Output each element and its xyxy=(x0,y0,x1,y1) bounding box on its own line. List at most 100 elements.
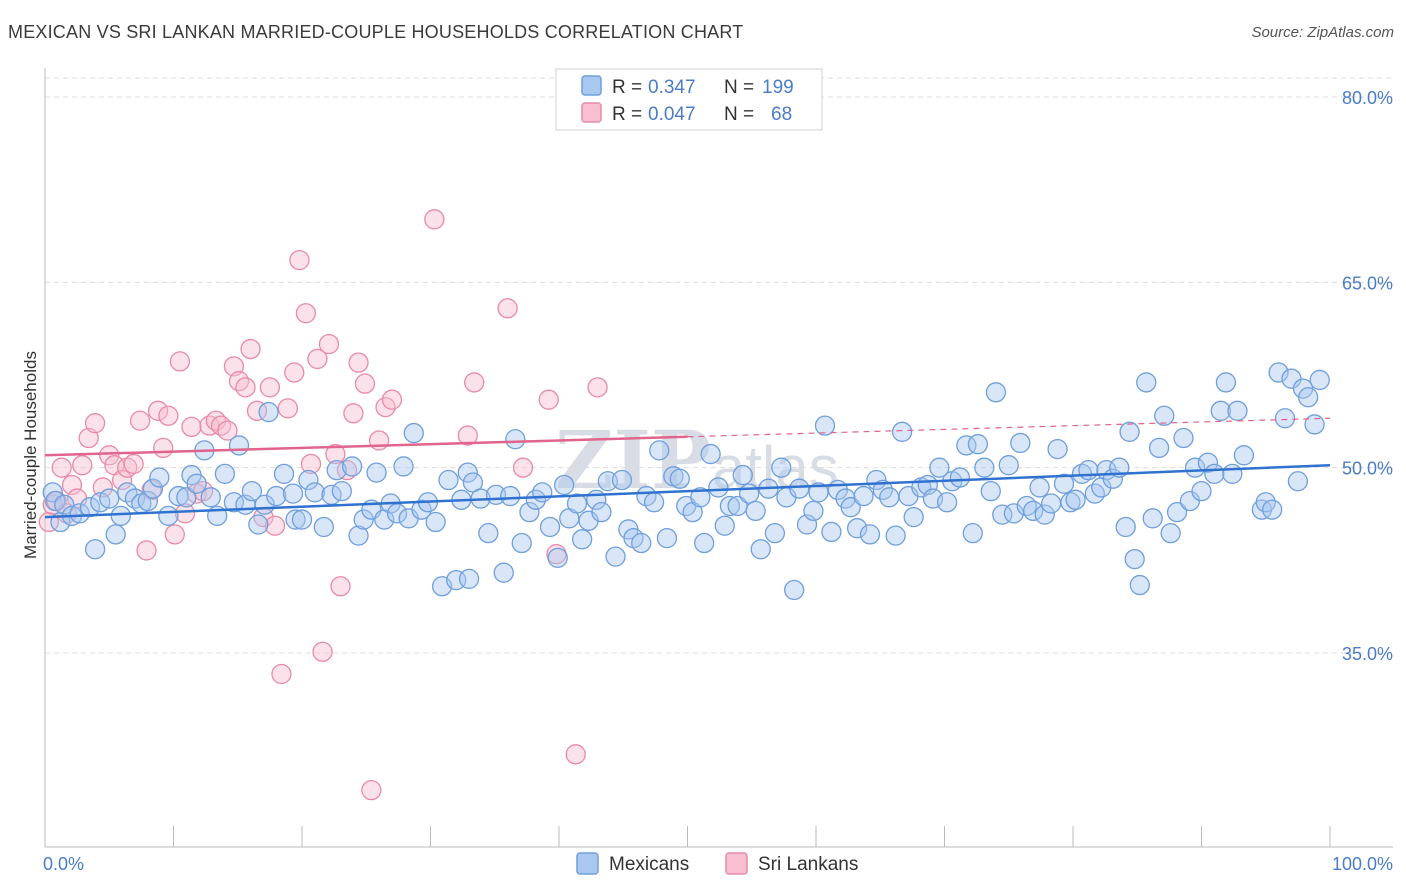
mexican-point xyxy=(425,511,446,533)
mexican-point xyxy=(1166,501,1188,523)
mexican-point xyxy=(331,480,352,502)
mexican-point xyxy=(1287,471,1309,492)
mexican-point xyxy=(719,495,741,517)
mexican-point xyxy=(571,529,593,550)
srilankan-point xyxy=(457,425,478,446)
mexican-point xyxy=(1023,500,1044,522)
mexican-point xyxy=(273,463,295,484)
legend-n-value: 68 xyxy=(771,104,792,125)
mexican-point xyxy=(478,523,499,544)
legend-r-label: R = xyxy=(612,77,642,98)
srilankan-point xyxy=(354,373,376,394)
trend-lines xyxy=(44,417,1331,519)
mexican-point xyxy=(789,478,810,499)
srilankan-point xyxy=(330,576,351,597)
srilankan-point xyxy=(361,779,382,801)
mexican-point xyxy=(784,579,805,601)
mexican-point xyxy=(929,457,950,478)
mexican-point xyxy=(1029,477,1050,498)
bottom-legend-srilankans: Sri Lankans xyxy=(758,854,858,875)
mexican-point xyxy=(611,469,633,491)
mexican-point xyxy=(803,500,824,522)
mexican-point xyxy=(1222,463,1243,484)
mexican-point xyxy=(605,546,626,567)
mexican-point xyxy=(891,421,913,442)
legend-r-value: 0.347 xyxy=(648,77,696,98)
mexican-point xyxy=(457,462,478,483)
mexican-point xyxy=(511,532,532,554)
mexican-point xyxy=(186,473,207,494)
mexican-point xyxy=(750,539,771,560)
mexican-point xyxy=(1309,369,1330,391)
mexicans-points xyxy=(42,362,1330,601)
legend-r-label: R = xyxy=(612,104,642,125)
mexican-point xyxy=(708,477,729,498)
mexican-point xyxy=(591,501,612,523)
mexican-point xyxy=(326,459,347,481)
mexican-point xyxy=(690,487,711,508)
mexican-point xyxy=(54,494,75,515)
srilankan-point xyxy=(117,457,138,478)
mexican-point xyxy=(631,532,652,554)
y-tick-label: 35.0% xyxy=(1342,644,1393,664)
mexican-point xyxy=(393,456,414,477)
mexican-point xyxy=(500,485,521,507)
mexican-point xyxy=(341,456,363,477)
mexican-point xyxy=(99,488,120,509)
mexican-point xyxy=(1148,437,1170,459)
mexican-point xyxy=(949,467,971,488)
srilankan-point xyxy=(123,453,144,475)
mexican-point xyxy=(282,483,304,504)
mexican-point xyxy=(879,487,900,508)
srilankan-point xyxy=(72,455,93,476)
mexican-point xyxy=(149,467,170,488)
mexican-point xyxy=(1047,438,1068,460)
srilankan-point xyxy=(136,540,157,561)
mexican-point xyxy=(649,440,670,461)
mexican-point xyxy=(1304,414,1325,435)
y-axis-label: Married-couple Households xyxy=(21,351,40,559)
mexican-point xyxy=(285,509,306,530)
mexican-point xyxy=(158,505,179,527)
srilankan-point xyxy=(538,389,559,410)
mexican-point xyxy=(962,523,983,544)
mexican-point xyxy=(69,503,90,524)
mexican-point xyxy=(458,568,480,590)
mexican-point xyxy=(1078,459,1099,481)
srilankan-point xyxy=(300,453,322,475)
srilankan-point xyxy=(318,333,340,355)
srilankan-point xyxy=(235,377,256,398)
tick-labels: 35.0% 50.0% 65.0% 80.0% 0.0% 100.0% xyxy=(43,88,1393,874)
mexican-point xyxy=(840,497,861,518)
mexican-point xyxy=(739,483,760,504)
srilankans-trend-line xyxy=(44,435,688,457)
srilankan-point xyxy=(295,303,317,324)
srilankan-point xyxy=(78,427,99,449)
mexican-point xyxy=(1053,473,1075,494)
srilankan-point xyxy=(259,377,281,398)
mexican-point xyxy=(669,468,690,489)
srilankan-point xyxy=(307,348,328,370)
mexicans-trend-line xyxy=(44,463,1331,519)
mexican-point xyxy=(348,525,369,546)
mexican-point xyxy=(821,521,842,543)
chart-source: Source: ZipAtlas.com xyxy=(1251,24,1394,41)
sri-lankans-points xyxy=(38,209,608,801)
mexican-point xyxy=(1129,574,1150,596)
mexican-point xyxy=(745,500,766,522)
srilankan-point xyxy=(153,437,174,459)
mexican-point xyxy=(1010,432,1031,454)
mexican-point xyxy=(1268,362,1289,383)
mexican-point xyxy=(1173,427,1194,449)
mexican-point xyxy=(228,435,250,456)
srilankan-point xyxy=(51,457,72,478)
srilankan-point xyxy=(312,641,333,662)
mexican-point xyxy=(1034,504,1055,525)
srilankan-point xyxy=(129,410,151,431)
mexican-point xyxy=(714,515,735,536)
srilankan-point xyxy=(348,352,369,373)
srilankan-point xyxy=(289,249,310,271)
mexican-point xyxy=(1119,421,1140,442)
srilankan-point xyxy=(147,400,169,421)
stats-legend: R = 0.347 N = 199 R = 0.047 N = 68 xyxy=(555,68,823,131)
